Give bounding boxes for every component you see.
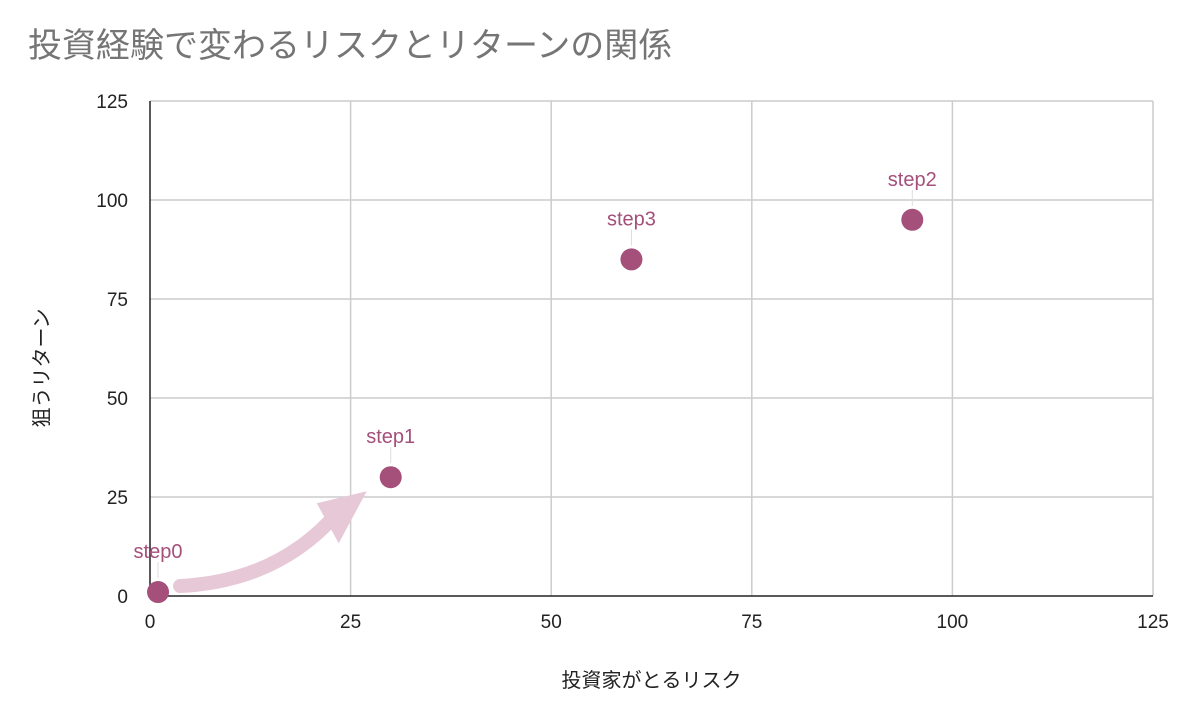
tick-labels: 0 25 50 75 100 125 0 25 50 75 100 125 [96, 92, 1169, 633]
trend-arrow [173, 491, 367, 594]
x-tick-label: 75 [741, 612, 762, 633]
y-tick-label: 25 [107, 488, 128, 509]
y-tick-label: 75 [107, 290, 128, 311]
data-points: step0 step1 step3 step2 [134, 169, 937, 604]
data-point [620, 248, 643, 271]
data-point [901, 208, 924, 231]
x-axis-title: 投資家がとるリスク [561, 668, 742, 692]
y-tick-label: 50 [107, 389, 128, 410]
data-point-label: step1 [366, 426, 415, 448]
data-point-label: step2 [888, 169, 937, 191]
x-tick-label: 25 [340, 612, 361, 633]
x-tick-label: 50 [541, 612, 562, 633]
arrow-head [316, 491, 367, 544]
y-axis-title: 狙うリターン [29, 308, 54, 428]
data-point [147, 581, 170, 604]
y-tick-label: 100 [96, 191, 128, 212]
axes [149, 101, 1153, 597]
data-point-label: step3 [607, 208, 656, 230]
data-point-label: step0 [134, 541, 183, 563]
arrow-shaft [173, 504, 346, 594]
chart-title: 投資経験で変わるリスクとリターンの関係 [28, 26, 673, 66]
x-tick-label: 125 [1137, 612, 1169, 633]
x-tick-label: 0 [145, 612, 156, 633]
y-tick-label: 125 [96, 92, 128, 113]
data-point [379, 466, 402, 489]
x-tick-label: 100 [937, 612, 969, 633]
grid-lines [150, 100, 1154, 596]
y-tick-label: 0 [117, 587, 128, 608]
